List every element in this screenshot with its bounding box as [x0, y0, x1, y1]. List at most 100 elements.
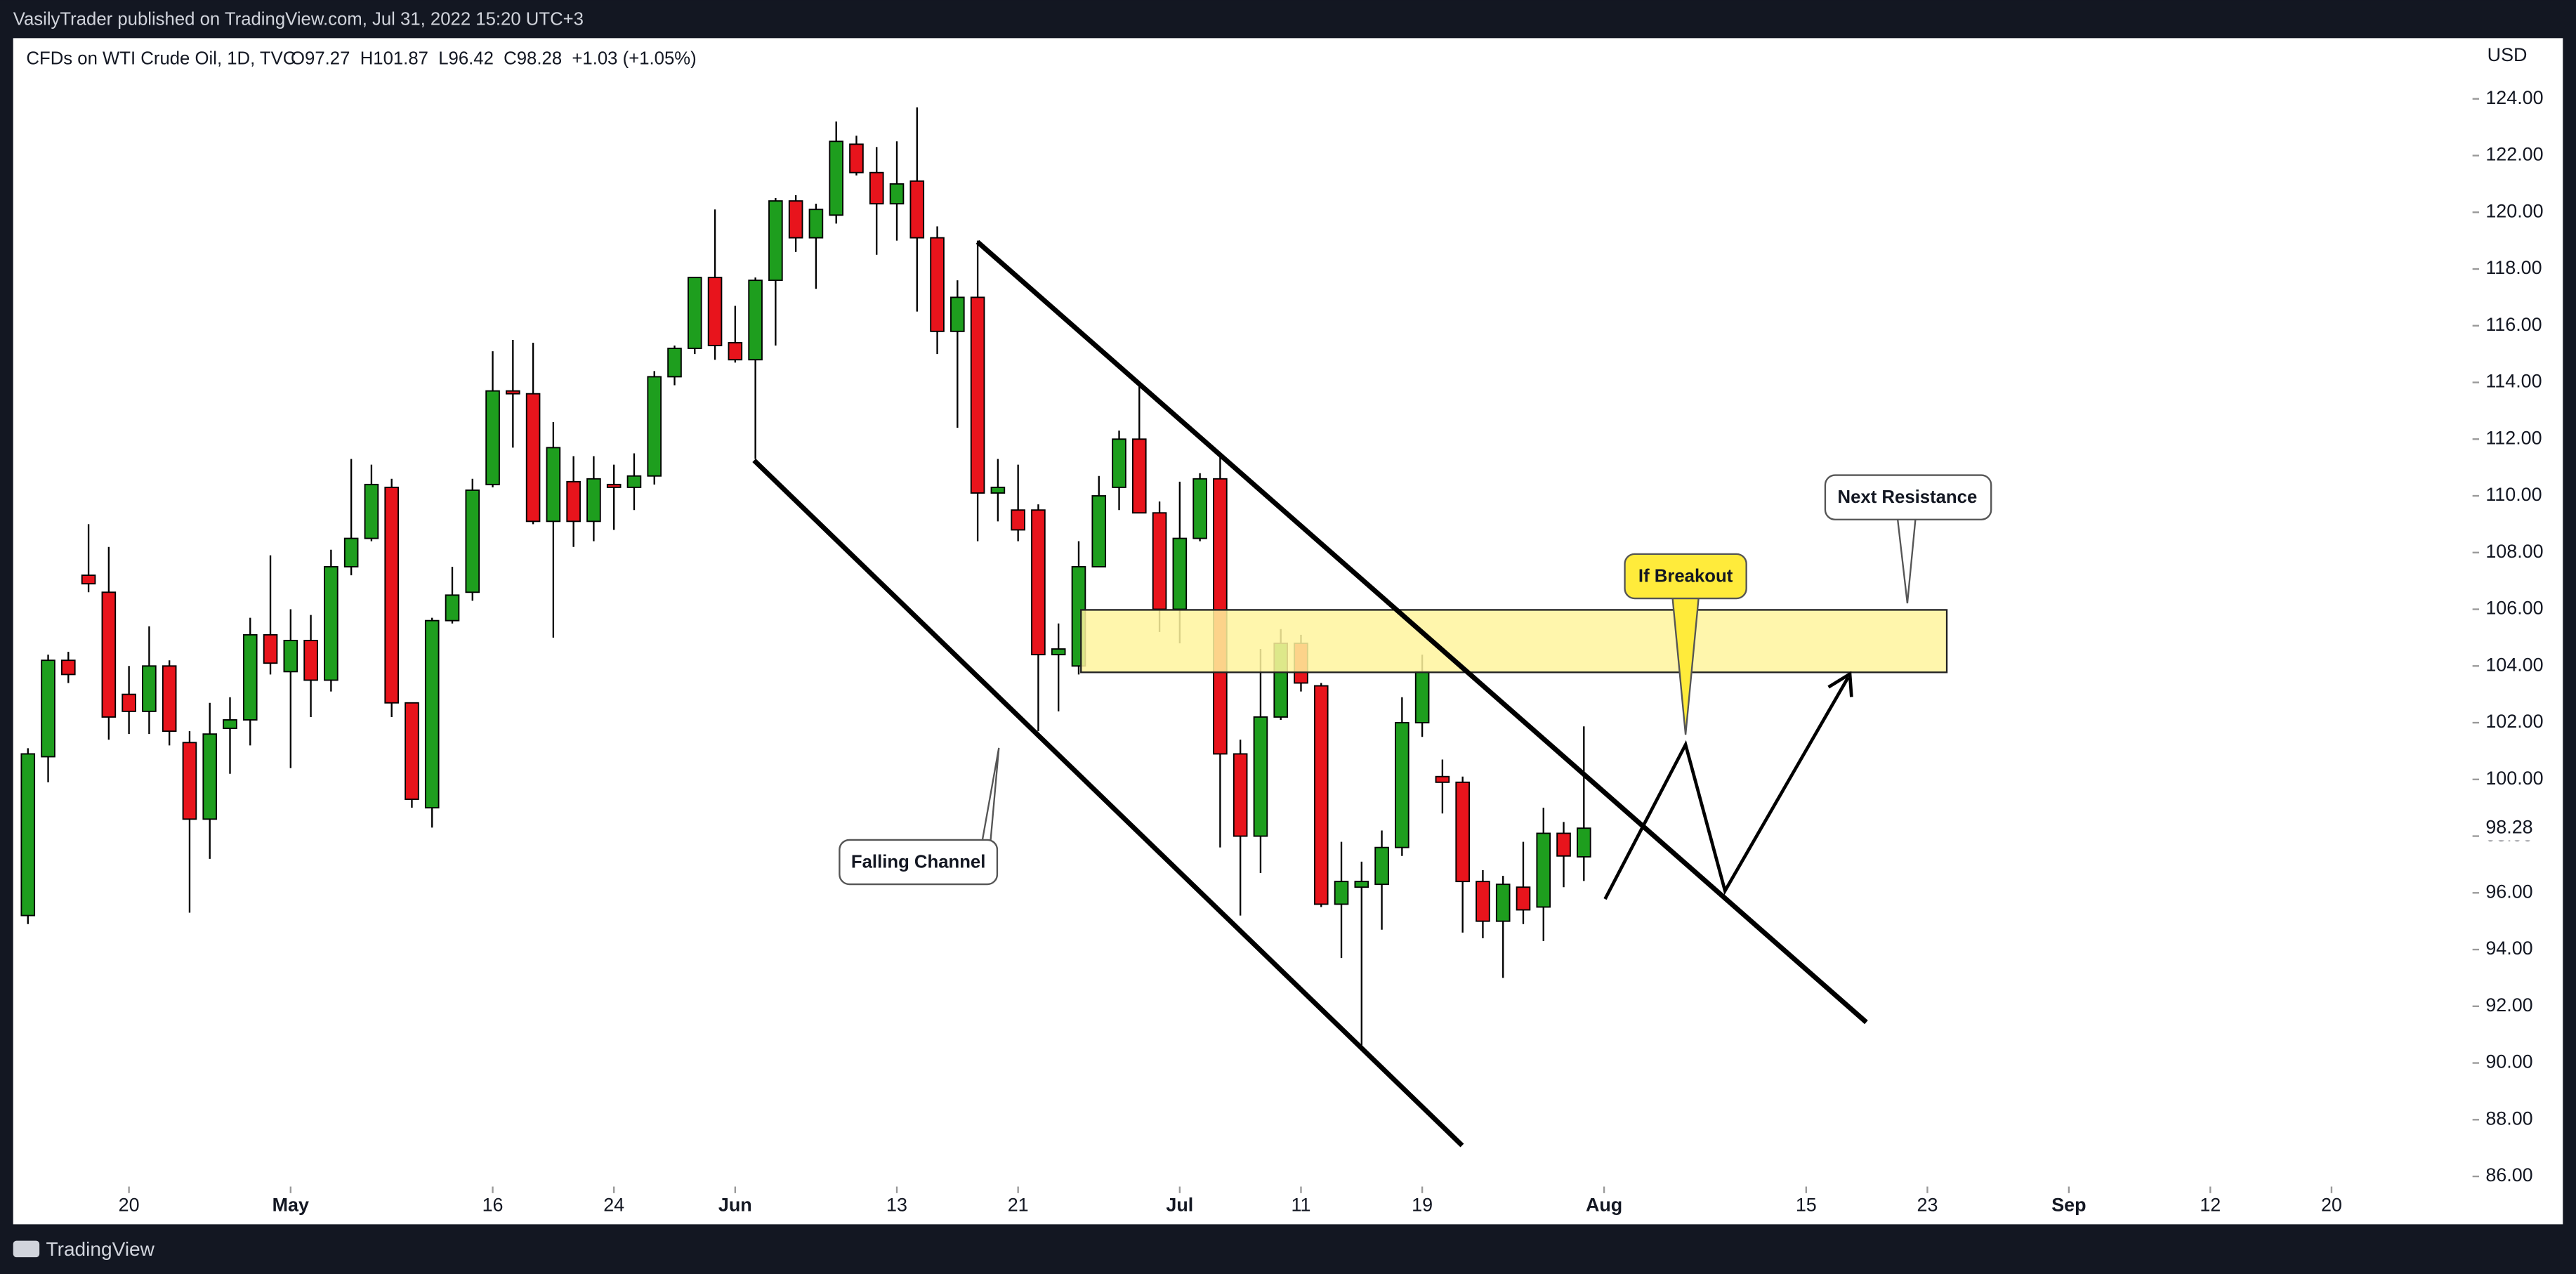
x-tick-label: Jul	[1166, 1195, 1193, 1216]
y-tick-label: 92.00	[2485, 994, 2532, 1016]
last-price-label: 98.28	[2485, 816, 2532, 837]
x-tick-label: 24	[603, 1195, 624, 1216]
y-tick-label: 120.00	[2485, 200, 2543, 221]
candle-body	[1354, 881, 1369, 888]
candle-body	[909, 180, 925, 239]
currency: USD	[2488, 44, 2528, 65]
candle-body	[707, 277, 723, 346]
candle-body	[1192, 478, 1207, 539]
callout-pointer	[1896, 518, 1917, 604]
candle-body	[768, 200, 783, 282]
x-tick-label: 19	[1412, 1195, 1433, 1216]
candle-body	[1476, 881, 1490, 922]
candle-body	[263, 633, 278, 664]
last-price-tag	[2480, 815, 2541, 841]
x-tick-label: Aug	[1586, 1195, 1622, 1216]
candle-body	[162, 665, 177, 733]
x-tick-label: 23	[1917, 1195, 1938, 1216]
candle-body	[142, 665, 157, 712]
candle-body	[1536, 832, 1551, 908]
candle-body	[1495, 884, 1511, 922]
candle-body	[1112, 438, 1126, 488]
callout-text: Next Resistance	[1838, 487, 1978, 507]
candle-body	[687, 277, 702, 349]
candle-body	[202, 733, 218, 820]
candle-body	[424, 619, 440, 809]
candle-body	[626, 475, 642, 488]
candle-body	[586, 478, 601, 523]
candle-body	[1374, 846, 1389, 886]
candle-body	[506, 390, 520, 395]
y-tick-label: 102.00	[2485, 711, 2543, 732]
candle-body	[1516, 886, 1531, 911]
y-tick-label: 122.00	[2485, 144, 2543, 165]
candle-body	[384, 486, 399, 704]
x-tick-label: Sep	[2051, 1195, 2086, 1216]
callout-pointer	[981, 747, 1000, 841]
y-tick-label: 100.00	[2485, 768, 2543, 789]
candle-body	[546, 447, 561, 523]
candle-body	[20, 753, 36, 917]
x-tick-label: 15	[1796, 1195, 1817, 1216]
callout-text: If Breakout	[1638, 566, 1733, 586]
candle-body	[748, 280, 763, 361]
x-tick-label: May	[272, 1195, 309, 1216]
arrow-head	[1827, 671, 1853, 697]
candle-body	[1091, 495, 1107, 567]
candle-body	[1395, 722, 1409, 848]
x-tick-label: 21	[1008, 1195, 1029, 1216]
candle-body	[990, 486, 1006, 494]
candle-body	[566, 480, 581, 523]
candle-body	[61, 659, 76, 676]
candle-body	[182, 742, 197, 820]
candle-body	[1051, 648, 1066, 656]
x-tick-label: 12	[2200, 1195, 2221, 1216]
ohlc-legend: O97.27 H101.87 L96.42 C98.28 +1.03 (+1.0…	[291, 49, 697, 69]
candle-body	[1577, 827, 1591, 858]
y-tick-label: 116.00	[2485, 314, 2542, 335]
candle-body	[1334, 881, 1349, 905]
candle-body	[1011, 509, 1025, 531]
y-tick-label: 108.00	[2485, 541, 2543, 562]
x-tick-label: 16	[482, 1195, 504, 1216]
y-tick-label: 90.00	[2485, 1051, 2532, 1072]
y-tick-label: 114.00	[2485, 371, 2542, 392]
resistance-zone	[1080, 609, 1948, 674]
candle-body	[242, 633, 258, 721]
candle-body	[324, 566, 339, 681]
candle-body	[889, 183, 905, 205]
candle-body	[950, 296, 965, 332]
callout-box	[1824, 474, 1992, 520]
callout-box	[839, 839, 999, 886]
candle-body	[849, 143, 864, 173]
candle-body	[343, 537, 359, 567]
candle-body	[1253, 716, 1268, 837]
symbol: CFDs on WTI Crude Oil, 1D, TVC	[26, 49, 296, 69]
y-tick-label: 96.00	[2485, 881, 2532, 902]
candle-body	[829, 140, 843, 216]
candle-body	[1172, 537, 1188, 610]
y-tick-label: 112.00	[2485, 427, 2542, 448]
x-tick-label: 13	[886, 1195, 907, 1216]
x-tick-label: 20	[119, 1195, 140, 1216]
channel-lower	[752, 459, 1464, 1148]
candle-body	[465, 490, 480, 593]
published-line: VasilyTrader published on TradingView.co…	[13, 9, 584, 29]
candle-body	[808, 209, 824, 239]
candle-body	[728, 342, 743, 361]
x-tick-label: 11	[1292, 1195, 1311, 1216]
footer-brand: TradingView	[13, 1238, 155, 1260]
y-tick-label: 124.00	[2485, 87, 2543, 108]
brand-logo	[13, 1240, 40, 1258]
callout-box	[1624, 553, 1747, 600]
candle-body	[1313, 685, 1329, 905]
candle-body	[283, 639, 298, 673]
candle-body	[667, 348, 682, 378]
y-tick-label: 86.00	[2485, 1164, 2532, 1186]
candle-body	[788, 200, 803, 239]
candle-body	[1152, 512, 1167, 610]
y-tick-label: 104.00	[2485, 654, 2543, 675]
candle-body	[869, 171, 884, 205]
